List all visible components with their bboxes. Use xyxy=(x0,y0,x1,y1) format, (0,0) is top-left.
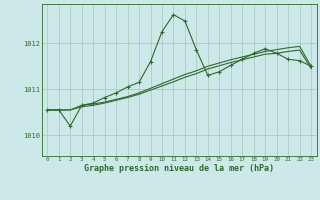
X-axis label: Graphe pression niveau de la mer (hPa): Graphe pression niveau de la mer (hPa) xyxy=(84,164,274,173)
